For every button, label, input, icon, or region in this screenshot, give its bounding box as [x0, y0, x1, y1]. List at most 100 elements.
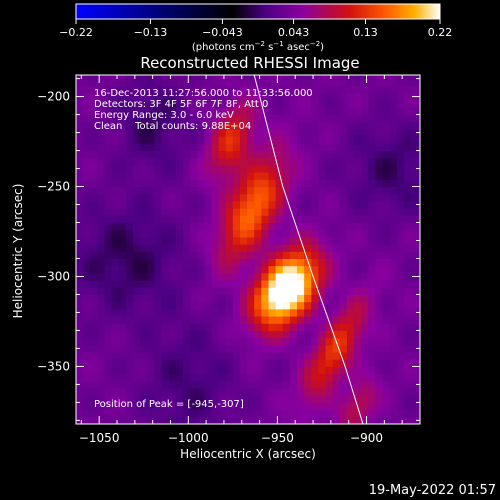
- heatmap-cell: [83, 92, 91, 101]
- heatmap-cell: [261, 179, 269, 188]
- heatmap-cell: [232, 208, 241, 216]
- heatmap-cell: [289, 136, 298, 144]
- heatmap-cell: [297, 294, 305, 303]
- heatmap-cell: [354, 150, 362, 159]
- heatmap-cell: [83, 409, 91, 418]
- heatmap-cell: [282, 114, 291, 123]
- heatmap-cell: [111, 272, 120, 281]
- heatmap-cell: [168, 229, 177, 238]
- heatmap-cell: [354, 294, 362, 303]
- heatmap-cell: [197, 215, 205, 224]
- heatmap-cell: [197, 172, 205, 180]
- heatmap-cell: [354, 100, 362, 108]
- heatmap-cell: [168, 200, 177, 209]
- heatmap-cell: [83, 229, 91, 238]
- heatmap-cell: [225, 373, 234, 382]
- heatmap-cell: [346, 330, 355, 339]
- heatmap-cell: [247, 272, 255, 281]
- heatmap-cell: [175, 222, 184, 231]
- heatmap-cell: [182, 265, 191, 274]
- heatmap-cell: [247, 143, 255, 152]
- heatmap-cell: [133, 416, 141, 424]
- heatmap-cell: [118, 114, 127, 123]
- heatmap-cell: [304, 114, 312, 123]
- heatmap-cell: [339, 337, 348, 346]
- heatmap-cell: [289, 172, 298, 180]
- heatmap-cell: [339, 258, 348, 267]
- heatmap-cell: [268, 229, 277, 238]
- heatmap-cell: [175, 416, 184, 424]
- heatmap-cell: [140, 179, 148, 188]
- heatmap-cell: [339, 107, 348, 116]
- heatmap-cell: [268, 78, 277, 87]
- heatmap-cell: [211, 294, 220, 303]
- heatmap-cell: [182, 114, 191, 123]
- heatmap-cell: [190, 287, 198, 295]
- heatmap-cell: [204, 330, 212, 339]
- heatmap-cell: [396, 136, 405, 144]
- heatmap-cell: [325, 244, 334, 252]
- heatmap-cell: [161, 251, 170, 259]
- heatmap-cell: [232, 316, 241, 324]
- heatmap-cell: [161, 330, 170, 339]
- heatmap-cell: [154, 172, 163, 180]
- heatmap-cell: [282, 172, 291, 180]
- heatmap-cell: [361, 92, 369, 101]
- heatmap-cell: [382, 200, 391, 209]
- heatmap-cell: [368, 100, 376, 108]
- heatmap-cell: [232, 352, 241, 360]
- heatmap-cell: [297, 323, 305, 331]
- heatmap-cell: [161, 344, 170, 353]
- heatmap-cell: [239, 316, 248, 324]
- heatmap-cell: [361, 229, 369, 238]
- heatmap-cell: [268, 236, 277, 245]
- heatmap-cell: [311, 380, 319, 389]
- heatmap-cell: [418, 107, 420, 116]
- heatmap-cell: [225, 136, 234, 144]
- heatmap-cell: [225, 265, 234, 274]
- heatmap-cell: [247, 208, 255, 216]
- heatmap-cell: [225, 236, 234, 245]
- heatmap-cell: [211, 200, 220, 209]
- heatmap-cell: [346, 308, 355, 317]
- heatmap-cell: [161, 78, 170, 87]
- heatmap-cell: [325, 128, 334, 137]
- heatmap-cell: [190, 265, 198, 274]
- heatmap-cell: [104, 409, 113, 418]
- heatmap-cell: [140, 78, 148, 87]
- heatmap-cell: [289, 244, 298, 252]
- heatmap-cell: [154, 92, 163, 101]
- heatmap-cell: [346, 215, 355, 224]
- heatmap-cell: [90, 373, 98, 382]
- heatmap-cell: [339, 265, 348, 274]
- heatmap-cell: [197, 128, 205, 137]
- heatmap-cell: [339, 193, 348, 202]
- heatmap-cell: [368, 143, 376, 152]
- heatmap-cell: [104, 308, 113, 317]
- heatmap-cell: [154, 301, 163, 310]
- heatmap-cell: [361, 78, 369, 87]
- heatmap-cell: [211, 373, 220, 382]
- heatmap-cell: [118, 244, 127, 252]
- heatmap-cell: [83, 359, 91, 367]
- heatmap-cell: [147, 92, 155, 101]
- heatmap-cell: [247, 164, 255, 173]
- heatmap-cell: [382, 402, 391, 411]
- heatmap-cell: [375, 258, 384, 267]
- heatmap-cell: [118, 236, 127, 245]
- heatmap-cell: [204, 416, 212, 424]
- heatmap-cell: [154, 121, 163, 130]
- heatmap-cell: [375, 409, 384, 418]
- heatmap-cell: [282, 179, 291, 188]
- heatmap-cell: [111, 373, 120, 382]
- heatmap-cell: [403, 208, 412, 216]
- heatmap-cell: [154, 258, 163, 267]
- heatmap-cell: [411, 222, 419, 231]
- heatmap-cell: [104, 75, 113, 80]
- heatmap-cell: [204, 244, 212, 252]
- heatmap-cell: [389, 128, 398, 137]
- heatmap-cell: [190, 316, 198, 324]
- heatmap-cell: [411, 157, 419, 166]
- heatmap-cell: [411, 359, 419, 367]
- heatmap-cell: [368, 416, 376, 424]
